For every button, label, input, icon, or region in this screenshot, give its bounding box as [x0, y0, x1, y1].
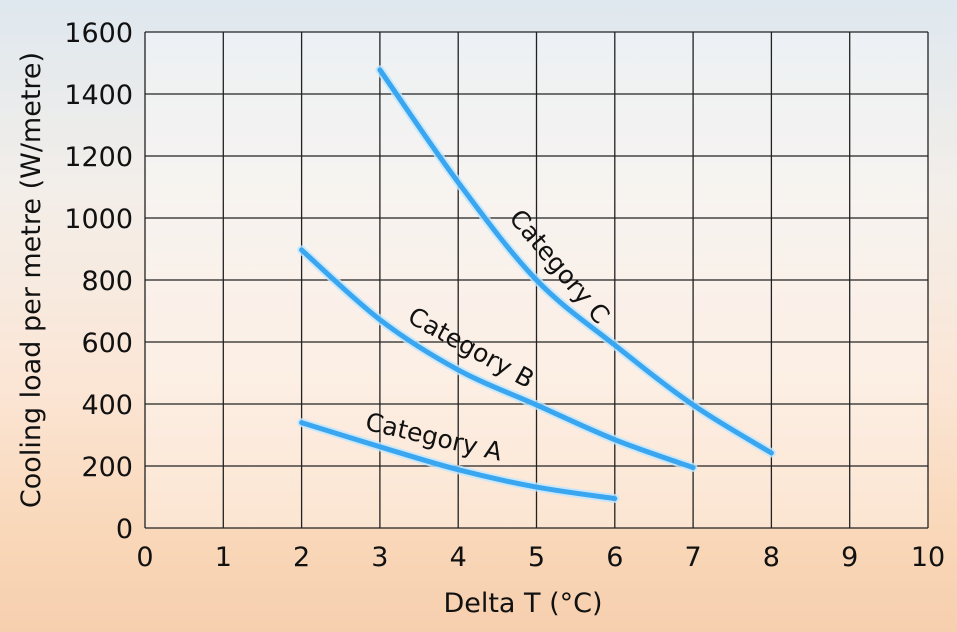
y-tick-label: 1400: [64, 80, 133, 111]
x-tick-label: 9: [841, 542, 858, 573]
x-tick-label: 2: [293, 542, 310, 573]
y-tick-label: 1600: [64, 18, 133, 49]
y-tick-label: 0: [116, 514, 133, 545]
y-tick-label: 800: [81, 266, 133, 297]
x-tick-label: 3: [371, 542, 388, 573]
x-tick-label: 6: [606, 542, 623, 573]
x-axis-label: Delta T (°C): [443, 588, 602, 619]
x-tick-label: 1: [215, 542, 232, 573]
x-tick-label: 10: [911, 542, 945, 573]
x-tick-label: 4: [450, 542, 467, 573]
grid: [144, 31, 929, 529]
y-tick-label: 200: [81, 452, 133, 483]
y-axis-label: Cooling load per metre (W/metre): [16, 52, 47, 508]
series-lines: [297, 65, 776, 504]
series-line: [377, 67, 774, 456]
y-tick-label: 400: [81, 390, 133, 421]
y-tick-label: 1200: [64, 142, 133, 173]
series-line: [299, 420, 618, 502]
y-tick-label: 1000: [64, 204, 133, 235]
x-tick-label: 7: [685, 542, 702, 573]
x-tick-label: 8: [763, 542, 780, 573]
tick-labels: 0 1 2 3 4 5 6 7 8 9 10 0 200 400 600 800 1000 1200 1400 160…: [64, 18, 945, 573]
x-tick-label: 0: [136, 542, 153, 573]
x-tick-label: 5: [528, 542, 545, 573]
series-line: [299, 247, 696, 471]
y-tick-label: 600: [81, 328, 133, 359]
